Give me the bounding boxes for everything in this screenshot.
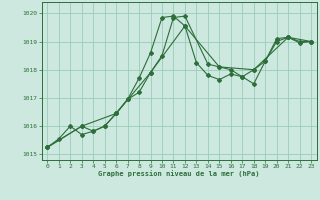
X-axis label: Graphe pression niveau de la mer (hPa): Graphe pression niveau de la mer (hPa) [99,171,260,177]
